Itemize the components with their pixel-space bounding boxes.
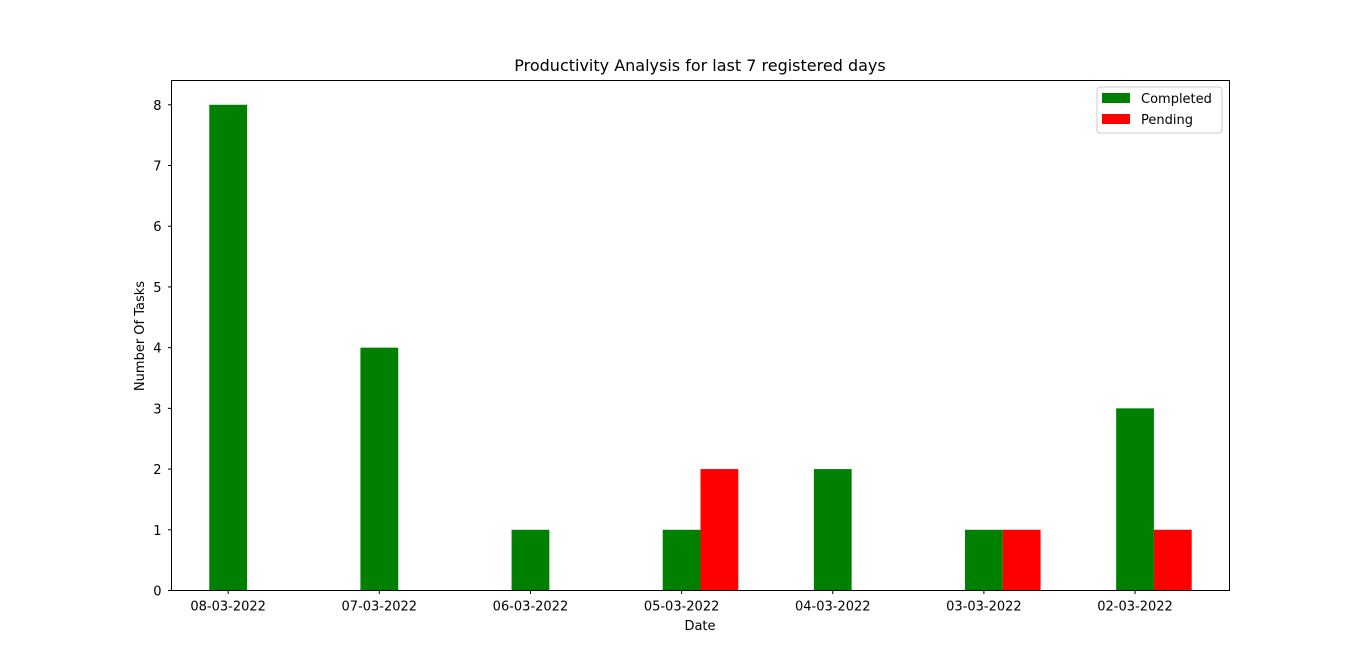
y-tick-label: 1 xyxy=(153,524,161,539)
x-tick-label: 03-03-2022 xyxy=(946,600,1022,615)
legend-label-pending: Pending xyxy=(1141,113,1193,128)
y-tick-label: 6 xyxy=(153,220,161,235)
x-tick-label: 08-03-2022 xyxy=(190,600,266,615)
legend-swatch-pending xyxy=(1102,114,1130,124)
bar-pending-05-03-2022 xyxy=(700,469,739,591)
legend-swatch-completed xyxy=(1102,93,1130,103)
y-axis-label: Number Of Tasks xyxy=(133,281,148,391)
y-tick-label: 3 xyxy=(153,402,161,417)
x-tick-label: 07-03-2022 xyxy=(342,600,418,615)
bar-pending-02-03-2022 xyxy=(1153,529,1192,591)
legend: Completed Pending xyxy=(1096,86,1223,134)
y-axis: 0 1 2 3 4 5 6 7 8 xyxy=(153,99,172,600)
bar-completed-02-03-2022 xyxy=(1116,408,1154,591)
bar-completed-08-03-2022 xyxy=(209,104,248,591)
y-tick-label: 7 xyxy=(153,160,161,175)
bars-group xyxy=(209,104,1192,591)
y-tick-label: 8 xyxy=(153,99,161,114)
y-tick-label: 0 xyxy=(153,585,161,600)
y-tick-label: 2 xyxy=(153,463,161,478)
bar-completed-03-03-2022 xyxy=(965,529,1003,591)
x-axis-label: Date xyxy=(684,619,715,634)
x-tick-label: 05-03-2022 xyxy=(644,600,720,615)
legend-label-completed: Completed xyxy=(1141,92,1212,107)
x-axis: 08-03-2022 07-03-2022 06-03-2022 05-03-2022… xyxy=(190,590,1173,615)
x-tick-label: 04-03-2022 xyxy=(795,600,871,615)
plot-area-frame xyxy=(171,80,1230,591)
bar-completed-07-03-2022 xyxy=(360,347,399,591)
bar-completed-06-03-2022 xyxy=(511,529,550,591)
bar-completed-05-03-2022 xyxy=(662,529,701,591)
chart-title: Productivity Analysis for last 7 registe… xyxy=(514,56,885,75)
bar-pending-03-03-2022 xyxy=(1002,529,1041,591)
bar-completed-04-03-2022 xyxy=(813,469,852,591)
x-tick-label: 02-03-2022 xyxy=(1097,600,1173,615)
x-tick-label: 06-03-2022 xyxy=(493,600,569,615)
y-tick-label: 4 xyxy=(153,342,161,357)
y-tick-label: 5 xyxy=(153,281,161,296)
